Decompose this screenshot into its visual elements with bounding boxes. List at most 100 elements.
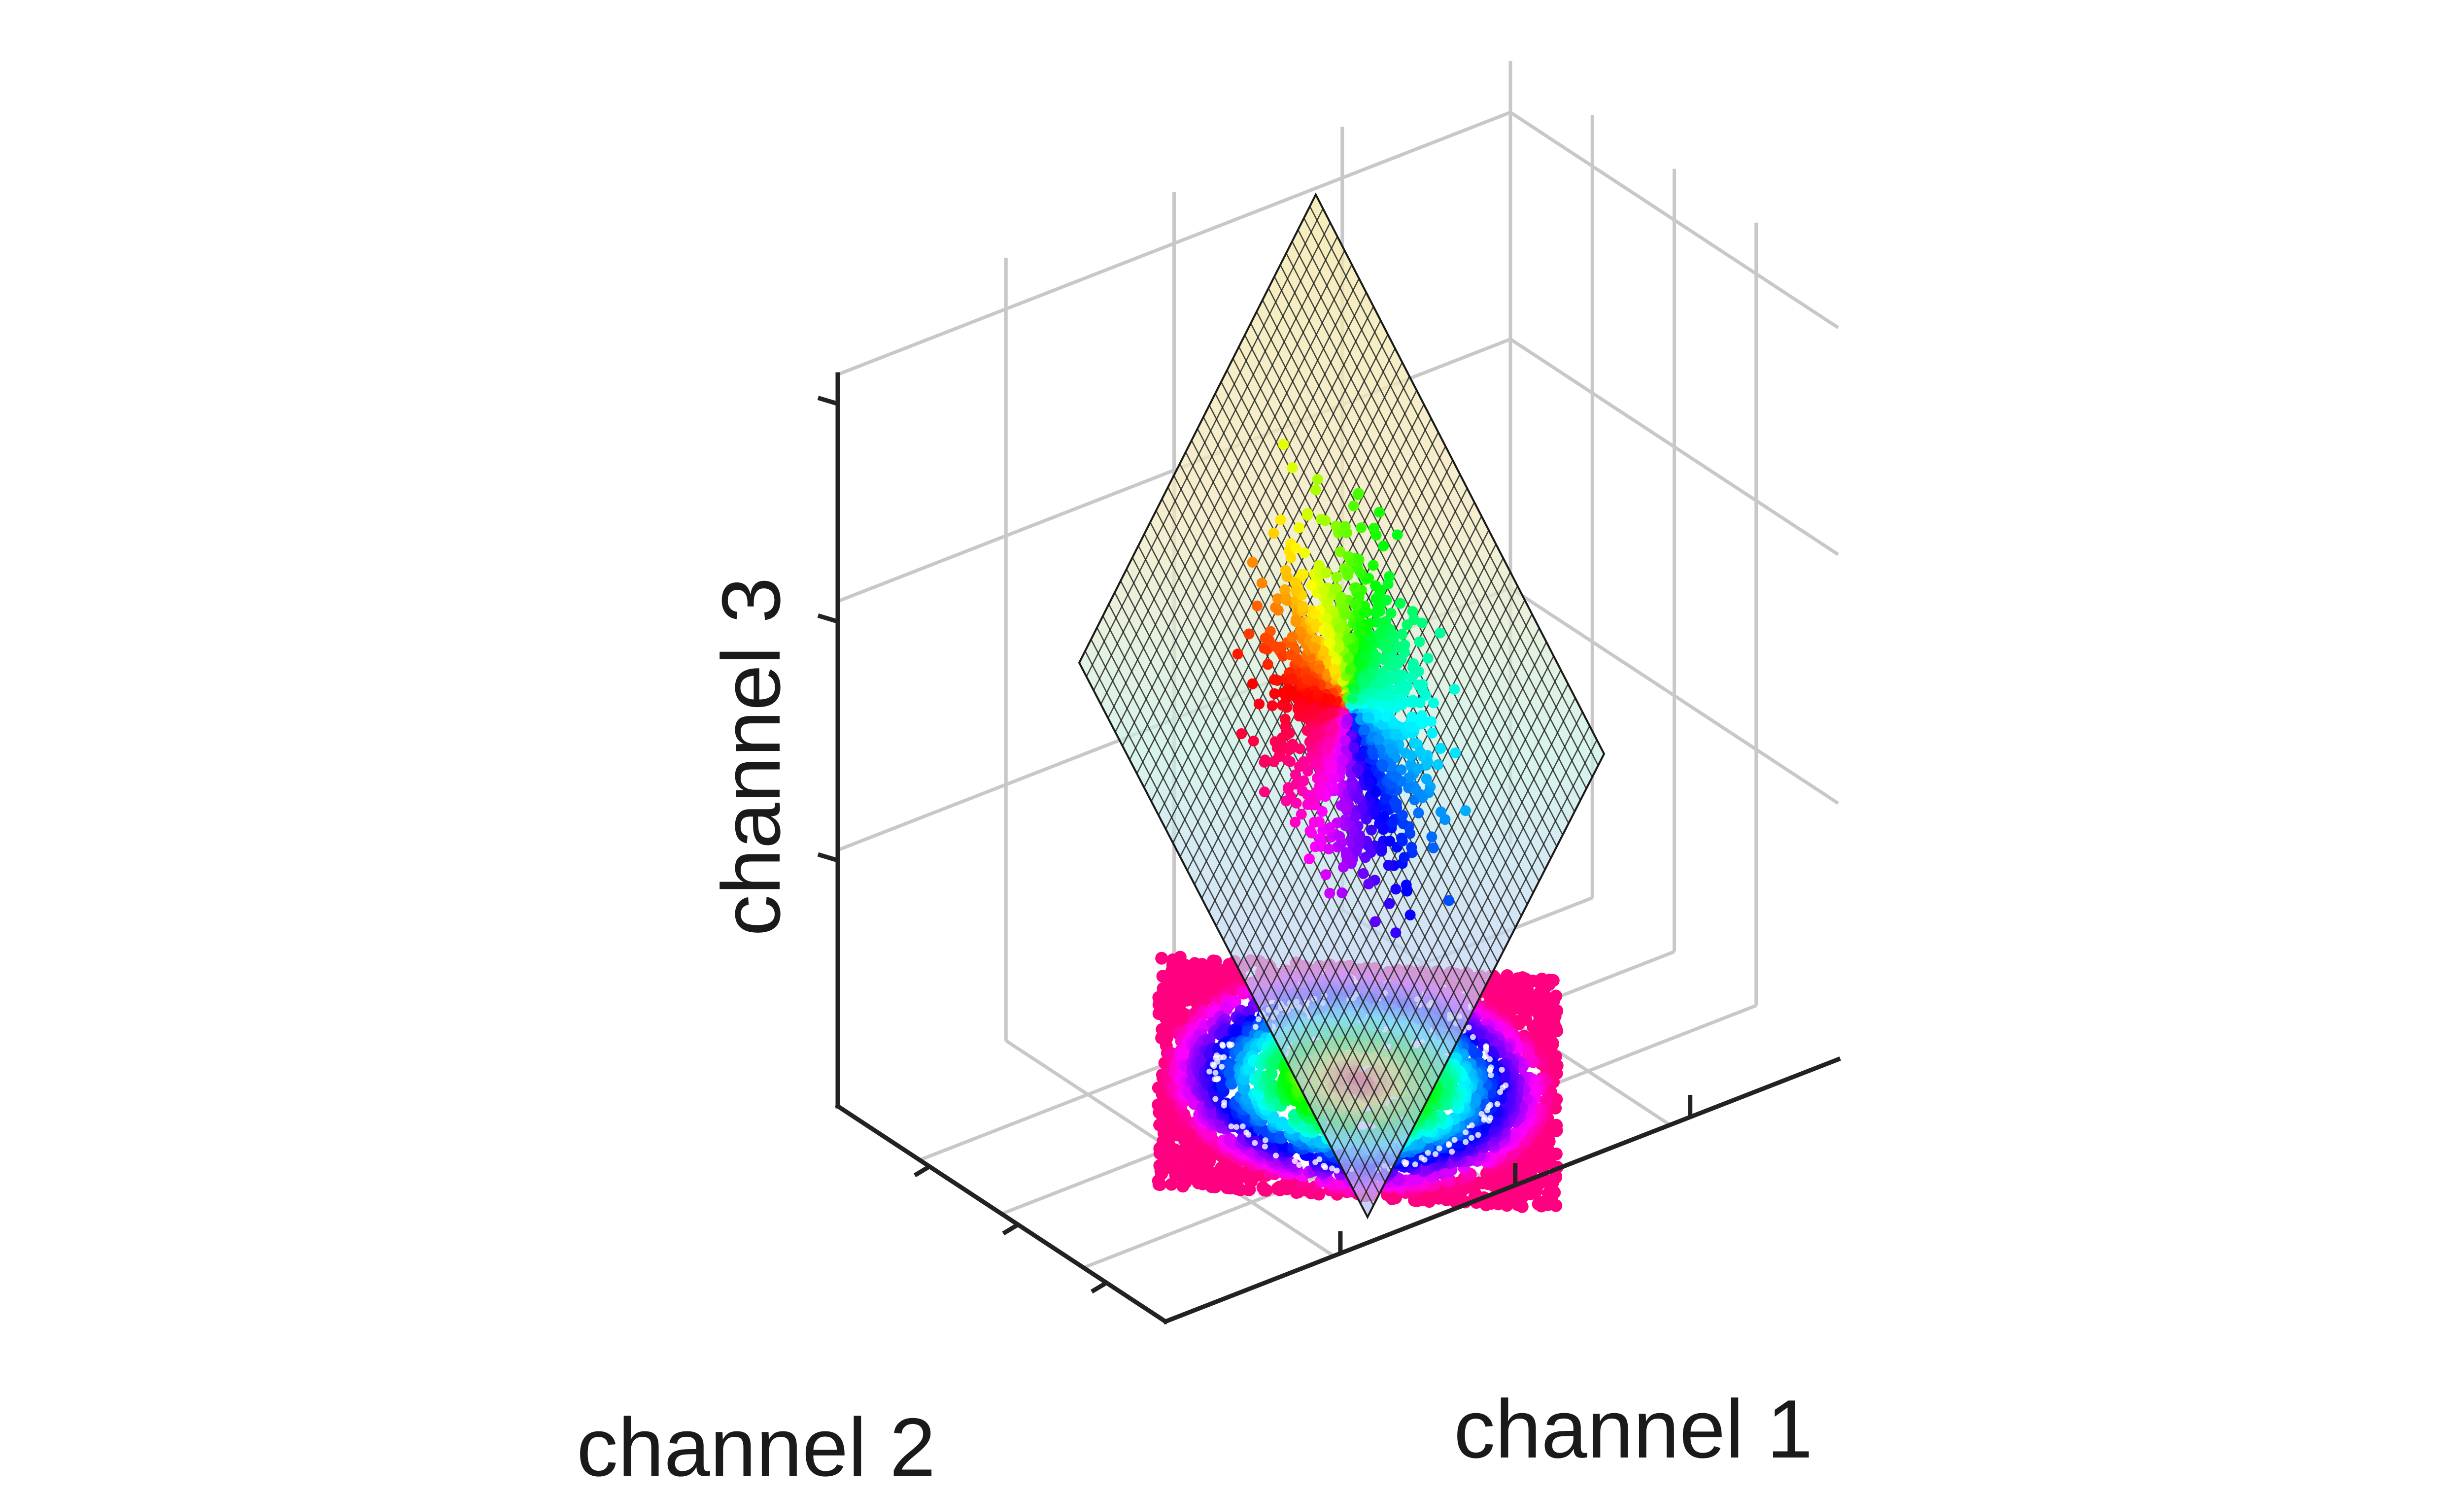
floor-point: [1463, 1139, 1469, 1145]
plane-point: [1271, 743, 1283, 753]
plane-point: [1417, 792, 1428, 803]
plane-point: [1344, 664, 1356, 676]
plane-point: [1281, 795, 1292, 807]
floor-point: [1262, 1137, 1268, 1144]
plane-point: [1369, 523, 1380, 534]
floor-point: [1469, 1135, 1474, 1141]
plane-point: [1290, 769, 1301, 780]
plane-point: [1309, 609, 1321, 620]
plane-point: [1390, 702, 1402, 713]
plane-mesh-line: [1114, 592, 1404, 1148]
plane-point: [1377, 759, 1389, 770]
plane-point: [1351, 846, 1362, 857]
floor-point: [1446, 1142, 1452, 1148]
floor-point: [1239, 1123, 1246, 1129]
plane-point: [1259, 756, 1270, 768]
plane-point: [1313, 663, 1325, 675]
floor-point: [1334, 1167, 1340, 1174]
floor-point: [1296, 1162, 1302, 1168]
floor-point: [1425, 1150, 1431, 1156]
plane-point: [1304, 825, 1316, 837]
floor-point: [1469, 1122, 1475, 1128]
plane-point: [1422, 756, 1433, 768]
y-axis-tick: [913, 1164, 931, 1178]
plane-point: [1343, 551, 1354, 562]
floor-point: [1432, 1151, 1438, 1157]
x-axis-line: [1163, 1056, 1841, 1324]
plane-point: [1402, 885, 1413, 897]
plane-mesh-line: [1131, 557, 1422, 1114]
plane-point: [1342, 714, 1353, 725]
plane-point: [1294, 522, 1304, 533]
plane-point: [1412, 763, 1423, 775]
plane-point: [1385, 743, 1396, 754]
floor-point: [1503, 1082, 1509, 1088]
floor-point: [1487, 1102, 1494, 1108]
plane-edge: [1078, 192, 1606, 1220]
plane-point: [1394, 641, 1405, 652]
floor-point: [1466, 1024, 1472, 1031]
plane-point: [1290, 816, 1301, 828]
z-axis-tick: [817, 613, 839, 624]
plane-point: [1335, 764, 1346, 776]
plane-point: [1363, 879, 1374, 889]
floor-point: [1214, 1052, 1220, 1058]
plane-point: [1376, 844, 1387, 854]
plane-point: [1435, 743, 1446, 754]
plane-mesh-line: [1331, 683, 1569, 1148]
plane-point: [1331, 572, 1342, 583]
side-wall-grid-line: [1509, 111, 1839, 329]
floor-point: [1451, 1137, 1458, 1143]
plane-point: [1338, 861, 1349, 873]
floor-point: [1219, 1063, 1225, 1070]
floor-point: [1418, 1154, 1425, 1161]
plane-mesh-line: [1352, 725, 1590, 1190]
plane-point: [1290, 577, 1301, 588]
plane-point: [1366, 697, 1377, 709]
plane-mesh-line: [1360, 740, 1598, 1204]
plane-point: [1428, 697, 1439, 709]
plane-point: [1416, 617, 1428, 629]
plane-point: [1364, 686, 1375, 698]
plane-point: [1381, 594, 1392, 606]
plane-point: [1321, 567, 1332, 578]
plane-mesh-line: [1302, 628, 1540, 1093]
plane-point: [1399, 852, 1410, 863]
floor-point: [1292, 1158, 1298, 1164]
plane-point: [1335, 546, 1346, 557]
plane-point: [1281, 702, 1293, 713]
plane-point: [1279, 713, 1291, 725]
plane-point: [1384, 898, 1395, 909]
plane-point: [1314, 833, 1326, 845]
y-axis-tick: [1002, 1222, 1020, 1236]
plane-point: [1357, 802, 1368, 814]
plane-point: [1290, 585, 1301, 597]
plane-point: [1404, 722, 1415, 733]
plane-point: [1259, 786, 1270, 798]
plane-point: [1373, 734, 1384, 745]
plane-point: [1295, 700, 1306, 712]
plane-point: [1433, 759, 1443, 770]
floor-point: [1499, 1067, 1505, 1073]
plane-point: [1305, 791, 1317, 802]
plane-point: [1397, 810, 1408, 821]
plane-point: [1359, 642, 1370, 653]
plane-point: [1414, 746, 1426, 757]
plane-point: [1417, 685, 1429, 697]
plane-point: [1369, 916, 1381, 927]
plane-point: [1402, 680, 1413, 692]
plane-point: [1370, 580, 1381, 591]
z-axis-label: channel 3: [705, 577, 797, 936]
plane-point: [1322, 598, 1334, 609]
plane-point: [1391, 729, 1402, 740]
plane-point: [1286, 673, 1298, 684]
plane-point: [1291, 654, 1302, 665]
floor-point: [1221, 1102, 1227, 1109]
plane-point: [1359, 607, 1370, 618]
floor-point: [1223, 1133, 1236, 1146]
plane-point: [1308, 816, 1320, 828]
floor-point: [1219, 1042, 1226, 1048]
plane-point: [1372, 596, 1384, 607]
plane-point: [1360, 852, 1371, 863]
plane-point: [1353, 832, 1364, 844]
